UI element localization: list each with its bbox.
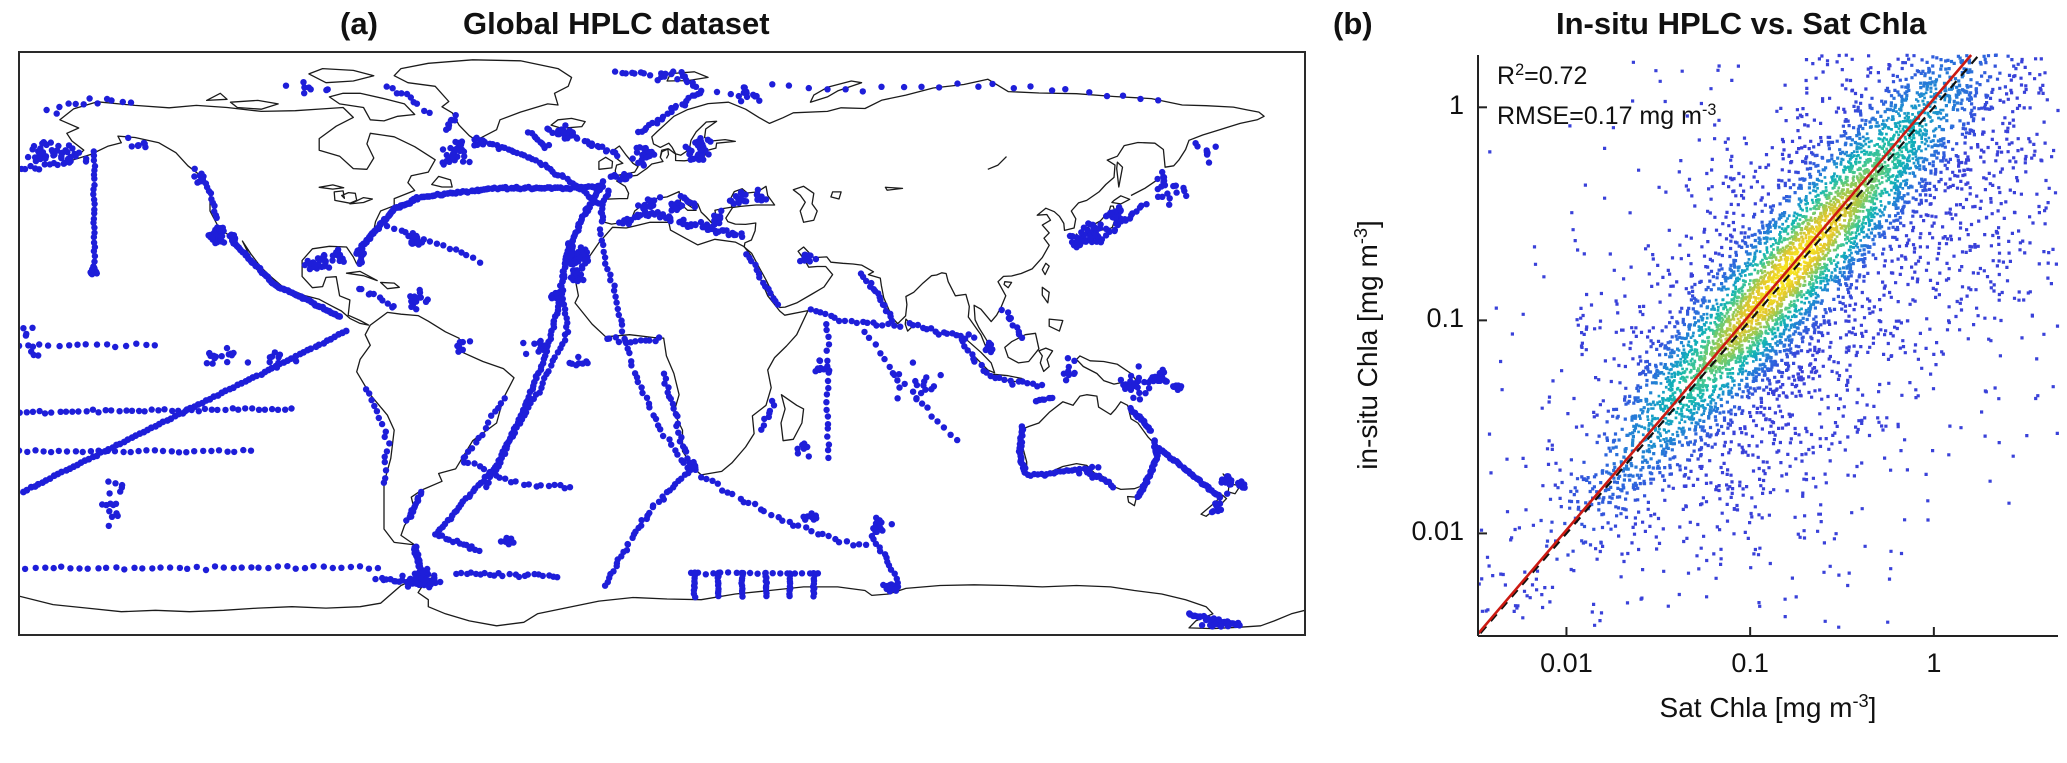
coastline-newfoundland: [431, 175, 453, 188]
coastline-great-britain: [611, 145, 639, 177]
coastline-antarctica: [19, 574, 1305, 630]
coastline-lake-balkhash: [884, 186, 904, 191]
y-label-base: in-situ Chla [mg m: [1352, 244, 1383, 470]
scatter-axes: [1477, 55, 2058, 637]
r2-value: =0.72: [1524, 62, 1588, 90]
coastline-mindanao: [1048, 318, 1064, 332]
coastline-novaya-zemlya: [809, 80, 863, 103]
x-tick-0.01: 0.01: [1540, 648, 1593, 678]
coastline-sakhalin: [1116, 161, 1124, 188]
coastline-victoria-island: [229, 99, 279, 110]
rmse-stat: RMSE=0.17 mg m-3: [1497, 101, 1717, 131]
y-tick-0.01: 0.01: [1411, 516, 1464, 547]
density-scatter-points: [1477, 53, 2060, 629]
coastline-kuril-arc: [1130, 178, 1159, 197]
x-label-sup: -3: [1852, 691, 1869, 711]
coastline-banks-island: [205, 92, 228, 102]
panel-a-label: (a): [340, 6, 378, 41]
hplc-sample-dots: [19, 68, 1248, 630]
r2-base: R: [1497, 62, 1516, 90]
x-tick-1: 1: [1926, 648, 1942, 678]
coastline-taiwan: [1041, 262, 1050, 276]
coastline-hispaniola: [379, 281, 400, 290]
x-tick-0.1: 0.1: [1731, 648, 1769, 678]
coastline-aral-sea: [830, 191, 842, 200]
r2-stat: R2=0.72: [1497, 61, 1588, 91]
panel-b-title: In-situ HPLC vs. Sat Chla: [1556, 6, 1926, 42]
panel-a-title: Global HPLC dataset: [463, 6, 770, 41]
y-label-sup: -3: [1351, 227, 1371, 245]
panel-b-label: (b): [1333, 6, 1373, 41]
coastline-lake-erie-ontario: [349, 196, 374, 205]
x-label-base: Sat Chla [mg m: [1659, 692, 1853, 723]
coastline-hainan: [1003, 281, 1013, 289]
panel-b-title-text: In-situ HPLC vs. Sat Chla: [1556, 6, 1927, 41]
coastline-ireland: [598, 156, 614, 170]
y-tick-0.1: 0.1: [1426, 303, 1464, 334]
coastline-south-america: [356, 311, 515, 546]
x-axis-label: Sat Chla [mg m-3]: [1659, 691, 1877, 724]
coastline-jutland: [659, 148, 670, 159]
coastline-lake-baikal: [987, 156, 1007, 170]
coastline-ellesmere: [308, 67, 375, 84]
coastline-cuba: [345, 270, 378, 282]
r2-sup: 2: [1515, 61, 1525, 80]
map-frame: [18, 51, 1306, 636]
coastline-hokkaido: [1111, 195, 1131, 205]
coastline-greenland: [393, 59, 573, 141]
regression-line: [1477, 54, 1973, 635]
coastline-lake-superior: [318, 184, 345, 190]
coastline-borneo: [1004, 332, 1040, 364]
coastline-eurasia: [599, 78, 1265, 349]
coastline-tasmania: [1126, 495, 1138, 507]
map-contents: [19, 59, 1305, 630]
y-tick-1: 1: [1448, 90, 1464, 121]
coastline-sulawesi: [1038, 347, 1054, 373]
coastline-baffin: [328, 92, 416, 122]
x-label-end: ]: [1868, 692, 1877, 723]
y-axis-label: in-situ Chla [mg m-3]: [1351, 220, 1384, 470]
rmse-base: RMSE=0.17 mg m: [1497, 102, 1702, 130]
coastline-caspian-sea: [792, 185, 818, 223]
coastline-madagascar: [780, 394, 805, 442]
rmse-sup: -3: [1701, 101, 1717, 120]
coastline-luzon: [1041, 286, 1050, 304]
